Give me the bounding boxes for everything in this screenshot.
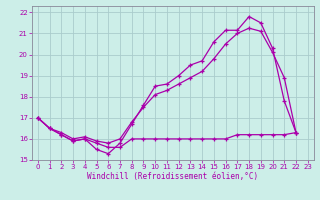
X-axis label: Windchill (Refroidissement éolien,°C): Windchill (Refroidissement éolien,°C) <box>87 172 258 181</box>
